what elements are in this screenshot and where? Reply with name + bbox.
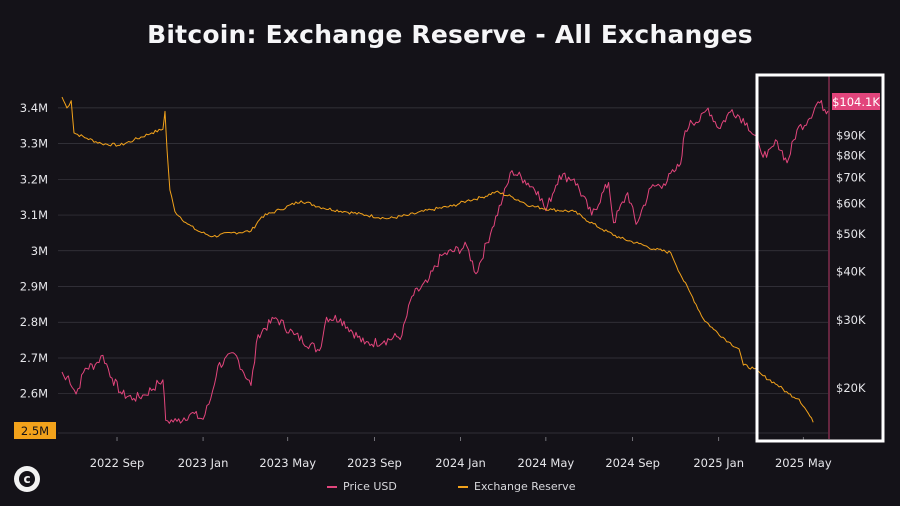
left-tick-label: 3.1M (20, 208, 48, 222)
left-tick-label: 2.9M (20, 280, 48, 294)
x-tick-label: 2023 Jan (178, 456, 229, 470)
legend-label-price: Price USD (343, 480, 397, 493)
left-tick-label: 3M (31, 244, 48, 258)
highlight-box (755, 73, 885, 443)
price-line (61, 100, 829, 424)
reserve-badge: 2.5M (14, 422, 56, 439)
legend-swatch-price (327, 485, 337, 488)
series-lines (61, 96, 829, 424)
price-badge: $104.1K (832, 93, 880, 110)
price-badge-label: $104.1K (832, 95, 880, 109)
legend-label-reserve: Exchange Reserve (474, 480, 576, 493)
left-axis: 3.4M 3.3M 3.2M 3.1M 3M 2.9M 2.8M 2.7M 2.6M (20, 101, 48, 401)
legend-item-reserve: Exchange Reserve (458, 480, 575, 493)
x-tick-label: 2024 Jan (435, 456, 486, 470)
x-axis: 2022 Sep 2023 Jan 2023 May 2023 Sep 2024 Jan… (90, 437, 832, 470)
legend-item-price: Price USD (327, 480, 397, 493)
right-tick-label: $30K (836, 313, 866, 327)
chart-title: Bitcoin: Exchange Reserve - All Exchange… (147, 20, 753, 49)
left-tick-label: 3.3M (20, 137, 48, 151)
x-tick-label: 2024 May (518, 456, 575, 470)
right-tick-label: $50K (836, 227, 866, 241)
right-tick-label: $40K (836, 265, 866, 279)
right-tick-label: $70K (836, 171, 866, 185)
x-tick-label: 2023 May (259, 456, 316, 470)
left-tick-label: 2.8M (20, 315, 48, 329)
x-tick-label: 2023 Sep (347, 456, 402, 470)
left-tick-label: 3.4M (20, 101, 48, 115)
cryptoquant-logo-icon: c (14, 466, 40, 492)
x-tick-label: 2024 Sep (605, 456, 660, 470)
right-tick-label: $80K (836, 148, 866, 162)
x-tick-label: 2025 Jan (693, 456, 744, 470)
left-tick-label: 2.7M (20, 351, 48, 365)
right-tick-label: $20K (836, 381, 866, 395)
left-tick-label: 3.2M (20, 172, 48, 186)
right-tick-label: $90K (836, 128, 866, 142)
reserve-line (61, 96, 814, 423)
right-tick-label: $60K (836, 197, 866, 211)
x-tick-label: 2025 May (775, 456, 832, 470)
legend-swatch-reserve (458, 485, 468, 488)
left-tick-label: 2.6M (20, 387, 48, 401)
x-tick-label: 2022 Sep (90, 456, 145, 470)
reserve-badge-label: 2.5M (21, 424, 49, 438)
grid (58, 107, 828, 434)
right-axis: $90K $80K $70K $60K $50K $40K $30K $20K (828, 76, 866, 439)
